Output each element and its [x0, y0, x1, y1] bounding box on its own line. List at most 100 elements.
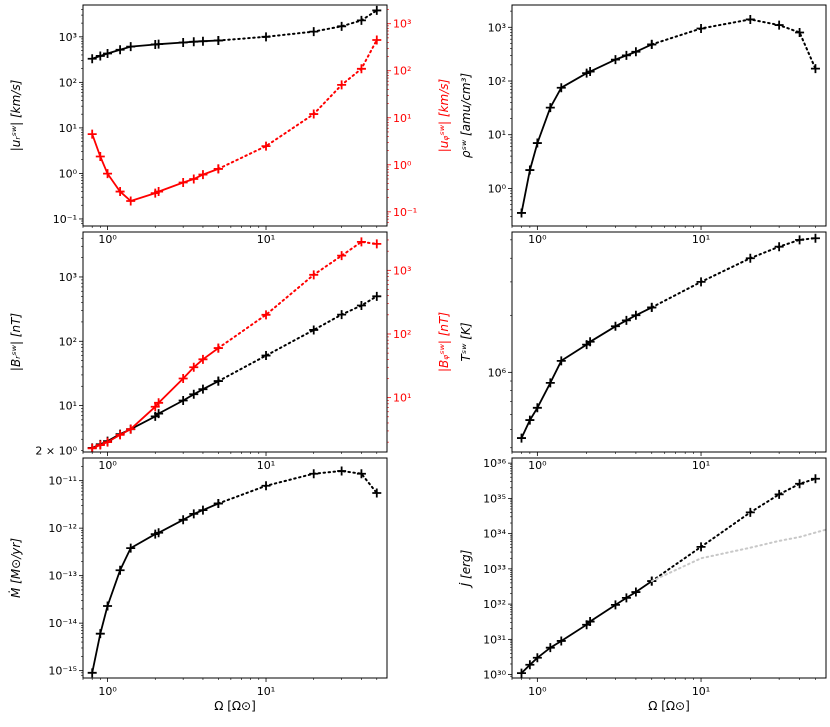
- y-tick-label: 10⁻¹¹: [48, 475, 77, 488]
- y-tick-label: 10⁻¹: [53, 213, 77, 226]
- y2-tick-label: 10²: [393, 328, 411, 341]
- y-tick-label: 10⁻¹⁵: [48, 665, 77, 678]
- data-point: [115, 565, 125, 575]
- data-point: [309, 469, 319, 479]
- x-tick-label: 10¹: [692, 459, 710, 472]
- data-point: [774, 20, 784, 30]
- data-point: [178, 38, 188, 48]
- panel-temperature: 10⁰ 10¹ 10⁶ Tˢʷ [K]: [459, 231, 827, 472]
- data-point: [545, 378, 555, 388]
- data-point: [198, 36, 208, 46]
- series-line: [91, 502, 219, 673]
- panel-velocity: 10⁰ 10¹ 10⁻¹ 10⁰ 10¹ 10² 10³ 10⁻¹ 10⁰ 10¹ 10² 10³ |u…: [9, 4, 451, 246]
- data-point: [795, 27, 805, 37]
- data-point: [810, 474, 820, 484]
- data-point: [525, 415, 535, 425]
- data-point: [261, 481, 271, 491]
- series-line: [520, 306, 653, 439]
- data-point: [103, 601, 113, 611]
- data-point: [103, 169, 113, 179]
- data-point: [213, 343, 223, 353]
- series-line: [650, 18, 817, 70]
- data-point: [696, 542, 706, 552]
- data-point: [189, 362, 199, 372]
- y2-tick-label: 10³: [393, 264, 411, 277]
- data-point: [631, 310, 641, 320]
- y-tick-label: 2 × 10⁰: [35, 445, 77, 458]
- series-line: [217, 240, 378, 350]
- data-point: [178, 178, 188, 188]
- y-axis-label: ρˢʷ [amu/cm³]: [459, 73, 473, 159]
- data-point: [356, 237, 366, 247]
- x-tick-label: 10¹: [692, 233, 710, 246]
- data-point: [189, 509, 199, 519]
- data-point: [372, 35, 382, 45]
- y-tick-label: 10³⁵: [483, 492, 506, 505]
- data-point: [337, 466, 347, 476]
- x-tick-label: 10⁰: [528, 685, 547, 698]
- data-point: [115, 187, 125, 197]
- data-point: [810, 233, 820, 243]
- y-axis-label: Tˢʷ [K]: [459, 322, 473, 361]
- data-point: [126, 42, 136, 52]
- x-tick-label: 10¹: [257, 233, 275, 246]
- data-point: [213, 499, 223, 509]
- data-point: [631, 587, 641, 597]
- data-point: [372, 291, 382, 301]
- data-point: [545, 643, 555, 653]
- series-line: [650, 477, 817, 583]
- data-point: [516, 668, 526, 678]
- data-point: [261, 141, 271, 151]
- data-point: [198, 384, 208, 394]
- y-axis-label: |uᵣˢʷ| [km/s]: [9, 79, 23, 151]
- data-point: [337, 80, 347, 90]
- panel-density: 10⁰ 10¹ 10⁰ 10¹ 10² 10³ ρˢʷ [amu/cm³]: [459, 4, 827, 246]
- x-tick-label: 10¹: [257, 685, 275, 698]
- data-point: [356, 15, 366, 25]
- data-point: [309, 109, 319, 119]
- data-point: [87, 129, 97, 139]
- data-point: [178, 373, 188, 383]
- y-tick-label: 10³: [59, 31, 77, 44]
- data-point: [198, 170, 208, 180]
- data-point: [525, 660, 535, 670]
- y-tick-label: 10³: [59, 271, 77, 284]
- data-point: [178, 396, 188, 406]
- data-point: [795, 479, 805, 489]
- series-line: [217, 295, 378, 383]
- plot-area: [87, 237, 382, 452]
- y2-tick-label: 10⁻¹: [393, 206, 417, 219]
- panel-angmom: 10⁰ 10¹ 10³⁰ 10³¹ 10³² 10³³ 10³⁴ 10³⁵ 10³⁶ J̇ [er…: [459, 457, 827, 713]
- y-tick-label: 10⁻¹³: [48, 570, 77, 583]
- data-point: [154, 528, 164, 538]
- axes-frame: [511, 4, 827, 227]
- data-point: [154, 187, 164, 197]
- y2-tick-label: 10¹: [393, 392, 411, 405]
- data-point: [337, 251, 347, 261]
- data-point: [372, 239, 382, 249]
- data-point: [337, 310, 347, 320]
- plot-area: [516, 14, 820, 218]
- x-axis-label: Ω [Ω⊙]: [214, 699, 256, 713]
- plot-area: [87, 5, 382, 206]
- y-tick-label: 10²: [59, 335, 77, 348]
- y-tick-label: 10²: [59, 76, 77, 89]
- data-point: [95, 440, 105, 450]
- data-point: [545, 103, 555, 113]
- x-tick-label: 10⁰: [98, 685, 117, 698]
- data-point: [372, 488, 382, 498]
- y-tick-label: 10³²: [483, 598, 506, 611]
- data-point: [115, 45, 125, 55]
- data-point: [309, 270, 319, 280]
- axes-frame: [511, 231, 827, 453]
- series-line: [217, 469, 378, 505]
- data-point: [516, 433, 526, 443]
- y-tick-label: 10⁶: [488, 366, 507, 379]
- data-point: [309, 27, 319, 37]
- data-point: [372, 5, 382, 15]
- series-line: [91, 347, 219, 450]
- data-point: [556, 83, 566, 93]
- y-tick-label: 10²: [488, 75, 506, 88]
- data-point: [213, 36, 223, 46]
